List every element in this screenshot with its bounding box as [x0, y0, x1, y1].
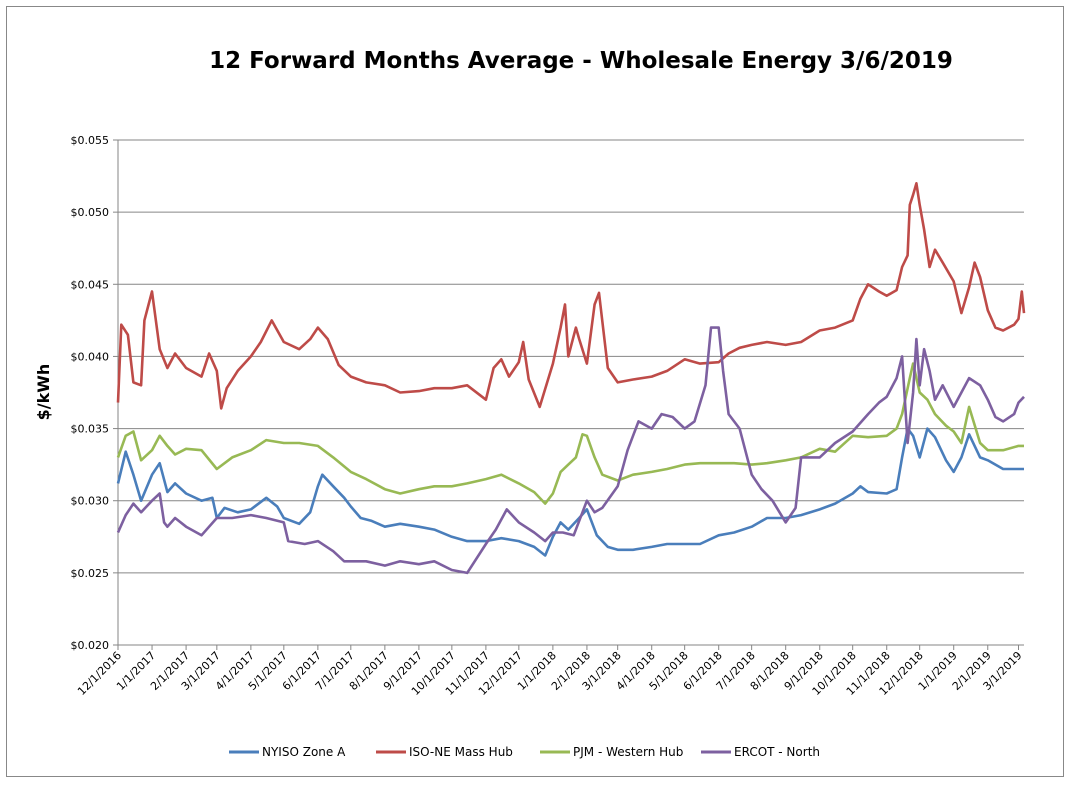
- axes: $0.020 $0.025 $0.030 $0.035 $0.040 $0.045 $0.0…: [71, 134, 1025, 698]
- legend-label: NYISO Zone A: [262, 745, 346, 759]
- y-tick-label: $0.045: [71, 278, 110, 291]
- x-tick-label: 12/1/2016: [75, 649, 124, 698]
- series-line-3: [116, 326, 1025, 575]
- y-tick-label: $0.025: [71, 567, 110, 580]
- legend: NYISO Zone A ISO-NE Mass Hub PJM - Western…: [229, 745, 820, 759]
- legend-label: ERCOT - North: [734, 745, 820, 759]
- y-axis-label: $/kWh: [34, 364, 53, 421]
- series-line-2: [116, 362, 1024, 505]
- y-tick-label: $0.035: [71, 423, 110, 436]
- series-line-1: [116, 182, 1026, 410]
- y-tick-label: $0.050: [71, 206, 110, 219]
- legend-label: PJM - Western Hub: [573, 745, 683, 759]
- y-tick-label: $0.030: [71, 495, 110, 508]
- y-tick-label: $0.055: [71, 134, 110, 147]
- series-lines: [116, 182, 1026, 575]
- y-tick-label: $0.040: [71, 350, 110, 363]
- chart-frame: [6, 6, 1064, 777]
- legend-label: ISO-NE Mass Hub: [409, 745, 513, 759]
- chart-title: 12 Forward Months Average - Wholesale En…: [209, 48, 953, 74]
- y-tick-label: $0.020: [71, 639, 110, 652]
